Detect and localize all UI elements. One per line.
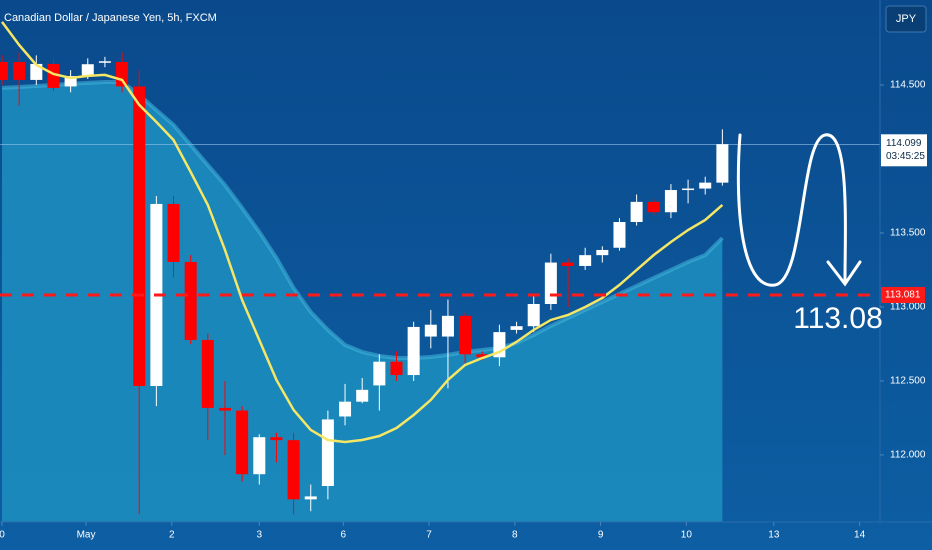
x-tick-label: 8: [512, 530, 518, 541]
candle-body: [0, 62, 9, 80]
candle-body: [390, 361, 403, 376]
candle-body: [630, 201, 643, 223]
area: [2, 81, 723, 522]
candle-body: [459, 315, 472, 355]
candle-body: [527, 303, 540, 327]
candle-body: [647, 201, 660, 213]
candle-body: [356, 389, 369, 402]
x-tick-label: 13: [768, 530, 780, 541]
x-tick-label: 9: [598, 530, 604, 541]
candle-body: [321, 419, 334, 487]
x-tick-label: 6: [341, 530, 347, 541]
candle-body: [133, 86, 146, 386]
candle-body: [47, 63, 60, 88]
candle-body: [441, 315, 454, 337]
candle-body: [544, 262, 557, 304]
candle-body: [664, 190, 677, 213]
candle-body: [716, 144, 729, 183]
candle-body: [476, 354, 489, 358]
candle-body: [167, 203, 180, 262]
candle-body: [218, 407, 231, 411]
annotation: 113.08: [793, 302, 883, 335]
candle-body: [613, 222, 626, 248]
x-tick-label: May: [77, 530, 96, 541]
candle-body: [596, 249, 609, 256]
candle-body: [510, 326, 523, 330]
countdown-label: 03:45:25: [886, 151, 925, 162]
x-tick-label: 10: [681, 530, 693, 541]
candle-body: [253, 437, 266, 475]
candle-body: [270, 437, 283, 441]
candle-body: [236, 410, 249, 475]
candle-body: [407, 326, 420, 376]
y-tick-label: 112.000: [890, 450, 926, 461]
moving-average: [1, 21, 724, 444]
y-tick-label: 112.500: [890, 376, 926, 387]
candle-body: [184, 261, 197, 340]
level-label: 113.081: [885, 290, 921, 301]
last-price-label: 114.099: [886, 138, 922, 149]
y-tick-label: 113.000: [890, 302, 926, 313]
x-tick-label: 14: [854, 530, 866, 541]
plot-area: [0, 21, 880, 522]
candle-body: [287, 440, 300, 500]
candle-body: [699, 182, 712, 189]
candle-body: [64, 76, 77, 87]
candle-body: [116, 62, 129, 87]
y-tick-label: 113.500: [890, 228, 926, 239]
candle-body: [339, 401, 352, 417]
y-tick-label: 114.500: [890, 80, 926, 91]
candle-body: [682, 188, 695, 191]
last-price-box: [881, 134, 927, 167]
level-label-box: [881, 286, 925, 303]
hand-drawn-arrow: [736, 133, 862, 287]
candle-body: [201, 339, 214, 408]
x-tick-label: 7: [426, 530, 432, 541]
candle-body: [579, 255, 592, 266]
currency-button[interactable]: [885, 5, 927, 33]
x-tick-label: 0: [0, 530, 5, 541]
candle-body: [562, 262, 575, 266]
chart-title: Canadian Dollar / Japanese Yen, 5h, FXCM: [4, 12, 217, 24]
candle-body: [424, 324, 437, 337]
candle-body: [98, 61, 111, 63]
candle-body: [373, 361, 386, 386]
currency-label: JPY: [896, 13, 917, 25]
candle-body: [13, 62, 26, 80]
x-tick-label: 2: [169, 530, 175, 541]
candle-body: [304, 496, 317, 500]
candle-body: [81, 64, 94, 77]
x-tick-label: 3: [257, 530, 263, 541]
axes: 112.000 112.500 113.000 113.500 114.500 0 May 2…: [0, 80, 927, 541]
